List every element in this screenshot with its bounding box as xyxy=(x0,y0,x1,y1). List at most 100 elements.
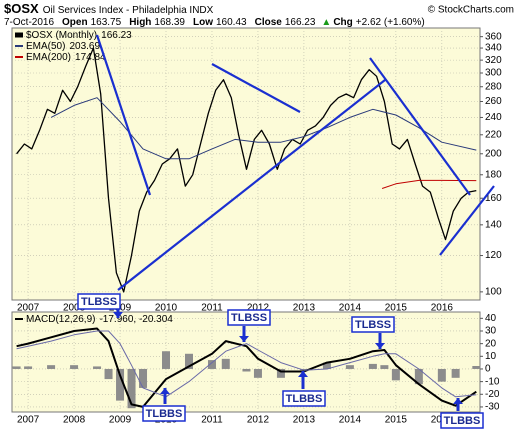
quote-value: 168.39 xyxy=(154,17,185,28)
legend-value: 203.69 xyxy=(69,41,100,52)
y-tick-label: 320 xyxy=(485,55,502,66)
histogram-bar xyxy=(472,366,481,369)
x-tick-label: 2015 xyxy=(385,415,408,426)
x-tick-label: 2014 xyxy=(339,415,362,426)
up-arrow: ▲ xyxy=(321,17,331,28)
arrow-head xyxy=(453,398,463,404)
y-tick-label: -30 xyxy=(485,402,500,413)
trendlines: TLBSS TLBSS TLBBS TLBBS TLBSS TLBBS xyxy=(77,34,495,429)
trendline xyxy=(117,79,386,291)
x-tick-label: 2007 xyxy=(17,303,40,314)
series-line xyxy=(16,47,477,293)
annotation-box xyxy=(351,316,395,333)
y-tick-label: 160 xyxy=(485,193,502,204)
series-line xyxy=(16,330,477,398)
histogram-bar xyxy=(437,368,446,382)
histogram-bar xyxy=(70,365,79,369)
y-tick-label: 180 xyxy=(485,169,502,180)
legend-entry: MACD(12,26,9) -17.960, -20.304 xyxy=(26,314,173,325)
histogram-bar xyxy=(380,365,389,369)
annotation-box xyxy=(227,309,271,326)
annotation-box xyxy=(77,293,121,310)
y-tick-label: 340 xyxy=(485,43,502,54)
annotation: TLBSS xyxy=(81,296,117,308)
histogram-bar xyxy=(93,366,102,369)
y-tick-label: 300 xyxy=(485,68,502,79)
arrow-head xyxy=(375,343,385,349)
arrow-head xyxy=(298,371,308,377)
x-tick-label: 2013 xyxy=(293,303,316,314)
arrow-head xyxy=(160,388,170,394)
series-line xyxy=(50,97,477,160)
quote-value: 163.75 xyxy=(91,17,122,28)
y-tick-label: -20 xyxy=(485,389,500,400)
legend-name: EMA(200) xyxy=(26,52,71,63)
quote-label: Close xyxy=(255,17,283,28)
annotation-box xyxy=(282,390,326,407)
histogram-bar xyxy=(221,358,230,369)
plot-layer: 2007200820092010201120122013201420152016… xyxy=(12,28,502,426)
annotation: TLBSS xyxy=(355,319,391,331)
y-tick-label: 260 xyxy=(485,96,502,107)
quote-value: 166.23 xyxy=(285,17,316,28)
y-tick-label: 30 xyxy=(485,326,497,337)
legend-entry: $OSX (Monthly) 166.23 xyxy=(26,30,132,41)
y-tick-label: 140 xyxy=(485,219,502,230)
histogram-bar xyxy=(12,366,21,369)
y-tick-label: 200 xyxy=(485,148,502,159)
histogram-bar xyxy=(322,362,331,369)
y-tick-label: 0 xyxy=(485,364,491,375)
x-tick-label: 2008 xyxy=(63,415,86,426)
y-tick-label: 100 xyxy=(485,287,502,298)
y-tick-label: 20 xyxy=(485,338,497,349)
y-tick-label: 40 xyxy=(485,313,497,324)
y-tick-label: 10 xyxy=(485,351,497,362)
histogram-bar xyxy=(391,368,400,381)
x-tick-label: 2011 xyxy=(201,415,223,426)
quote-label: Open xyxy=(62,17,88,28)
trendline xyxy=(211,63,301,113)
annotation-box xyxy=(440,412,484,429)
histogram-bar xyxy=(276,368,285,378)
y-tick-label: 280 xyxy=(485,81,502,92)
quote-line: 7-Oct-2016 Open 163.75 High 168.39 Low 160.43 C… xyxy=(4,17,425,28)
annotation: TLBSS xyxy=(231,312,267,324)
trendline xyxy=(439,185,495,256)
x-tick-label: 2010 xyxy=(155,303,178,314)
histogram-bar xyxy=(139,368,148,388)
x-tick-label: 2008 xyxy=(63,303,86,314)
title: Oil Services Index - Philadelphia INDX xyxy=(43,5,214,16)
x-tick-label: 2007 xyxy=(17,415,40,426)
header: $OSX Oil Services Index - Philadelphia IN… xyxy=(4,1,214,16)
x-tick-label: 2009 xyxy=(109,415,132,426)
y-tick-label: 220 xyxy=(485,129,502,140)
x-tick-label: 2013 xyxy=(293,415,316,426)
macd-panel xyxy=(11,311,481,413)
histogram-bar xyxy=(207,360,216,369)
histogram-bar xyxy=(116,368,125,401)
histogram-bar xyxy=(47,365,56,369)
legend-name: $OSX (Monthly) xyxy=(26,30,97,41)
arrow-head xyxy=(239,336,249,342)
annotation-box xyxy=(142,405,186,422)
histogram-bar xyxy=(184,353,193,369)
x-tick-label: 2015 xyxy=(385,303,408,314)
date: 7-Oct-2016 xyxy=(4,17,54,28)
histogram-bar xyxy=(104,368,113,380)
series-line xyxy=(381,179,477,189)
histogram-bar xyxy=(24,366,33,369)
histogram-bar xyxy=(299,368,308,371)
annotation: TLBBS xyxy=(286,393,323,405)
x-tick-label: 2012 xyxy=(247,415,270,426)
legend-name: MACD(12,26,9) xyxy=(26,314,95,325)
histogram-bar xyxy=(162,351,171,369)
quote-label: High xyxy=(129,17,151,28)
y-tick-label: -10 xyxy=(485,376,500,387)
annotation: TLBBS xyxy=(146,408,183,420)
quote-value: +2.62 (+1.60%) xyxy=(356,17,425,28)
annotation: TLBBS xyxy=(444,415,481,427)
histogram-bar xyxy=(242,368,251,372)
legend-value: 166.23 xyxy=(101,30,132,41)
x-tick-label: 2011 xyxy=(201,303,223,314)
